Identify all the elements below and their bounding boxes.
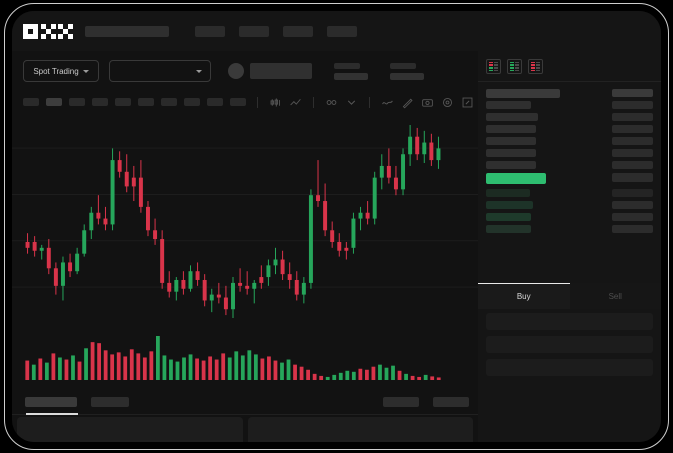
- settings-gear-icon[interactable]: [441, 96, 454, 109]
- order-book-ask-row[interactable]: [486, 137, 653, 145]
- last-price-value: [250, 63, 312, 79]
- okx-glyph-k: [40, 23, 56, 39]
- coin-avatar: [228, 63, 244, 79]
- spread-price-highlight: [486, 173, 546, 184]
- timeframe-button-7[interactable]: [161, 98, 177, 106]
- okx-glyph-x: [58, 23, 73, 39]
- order-book-bid-row[interactable]: [486, 225, 653, 233]
- tab-buy-label: Buy: [516, 292, 531, 301]
- market-stat-1: [334, 62, 368, 80]
- okx-glyph-o: [23, 23, 38, 39]
- candlestick-chart-icon[interactable]: [269, 96, 282, 109]
- nav-item-3[interactable]: [283, 25, 313, 37]
- market-stat-2: [390, 62, 424, 80]
- stat-value: [334, 72, 368, 80]
- timeframe-button-2[interactable]: [46, 98, 62, 106]
- order-book-panel: Buy Sell: [478, 51, 661, 442]
- toolbar-divider: [313, 96, 314, 108]
- trade-form-fields: [478, 313, 661, 382]
- order-book-spread-row[interactable]: [486, 173, 653, 185]
- column-header-amount: [612, 89, 653, 97]
- bottom-panel-row: [12, 417, 478, 442]
- line-chart-icon[interactable]: [381, 96, 394, 109]
- chart-gridlines: [12, 147, 478, 288]
- bottom-tab-orders[interactable]: [25, 396, 78, 415]
- timeframe-button-8[interactable]: [184, 98, 200, 106]
- order-price-field[interactable]: [486, 313, 653, 330]
- app-screen: Spot Trading: [12, 11, 661, 442]
- stat-label: [390, 62, 416, 69]
- timeframe-button-10[interactable]: [230, 98, 246, 106]
- order-book-ask-row[interactable]: [486, 125, 653, 133]
- order-book-ask-row[interactable]: [486, 101, 653, 109]
- order-book-bid-row[interactable]: [486, 213, 653, 221]
- timeframe-button-4[interactable]: [92, 98, 108, 106]
- order-book-bid-row[interactable]: [486, 201, 653, 209]
- bottom-action-2[interactable]: [433, 396, 469, 407]
- chart-timeframe-bar: [12, 91, 661, 113]
- column-header-price: [486, 89, 560, 98]
- timeframe-button-1[interactable]: [23, 98, 39, 106]
- timeframe-button-5[interactable]: [115, 98, 131, 106]
- orderbook-mode-buy-icon[interactable]: [507, 59, 522, 74]
- chevron-down-icon: [82, 69, 89, 73]
- tab-buy[interactable]: Buy: [478, 283, 570, 309]
- indicators-icon[interactable]: [325, 96, 338, 109]
- bottom-panel-right[interactable]: [247, 417, 473, 442]
- orderbook-mode-sell-icon[interactable]: [528, 59, 543, 74]
- order-book-ask-row[interactable]: [486, 149, 653, 157]
- drawing-tools-icon[interactable]: [401, 96, 414, 109]
- order-book-rows: [478, 82, 661, 233]
- timeframe-button-3[interactable]: [69, 98, 85, 106]
- timeframe-button-9[interactable]: [207, 98, 223, 106]
- bottom-panel-left[interactable]: [17, 417, 243, 442]
- global-search-input[interactable]: [85, 25, 169, 37]
- volume-histogram: [25, 336, 441, 380]
- toolbar-divider: [257, 96, 258, 108]
- tab-sell-label: Sell: [608, 292, 622, 301]
- panel-divider: [478, 81, 661, 82]
- order-book-ask-row[interactable]: [486, 161, 653, 169]
- timeframe-button-6[interactable]: [138, 98, 154, 106]
- stat-value: [390, 72, 424, 80]
- order-book-header: [486, 89, 653, 98]
- chevron-down-icon[interactable]: [345, 96, 358, 109]
- bottom-action-1[interactable]: [383, 396, 419, 407]
- nav-item-2[interactable]: [239, 25, 269, 37]
- bottom-tab-positions[interactable]: [91, 396, 129, 407]
- toolbar-divider: [369, 96, 370, 108]
- order-total-field[interactable]: [486, 359, 653, 376]
- orderbook-mode-both-icon[interactable]: [486, 59, 501, 74]
- top-navigation-bar: [12, 11, 661, 51]
- okx-logo-icon[interactable]: [23, 23, 73, 39]
- candle-series: [25, 125, 441, 318]
- fullscreen-icon[interactable]: [461, 96, 474, 109]
- tab-sell[interactable]: Sell: [569, 283, 661, 309]
- order-book-ask-row[interactable]: [486, 113, 653, 121]
- chart-type-icon[interactable]: [289, 96, 302, 109]
- nav-item-1[interactable]: [195, 25, 225, 37]
- camera-icon[interactable]: [421, 96, 434, 109]
- candlestick-chart[interactable]: [12, 113, 478, 328]
- orderbook-mode-switcher: [478, 51, 661, 74]
- trading-pair-selector[interactable]: [109, 60, 211, 82]
- trade-form-tabs: Buy Sell: [478, 283, 661, 309]
- order-amount-field[interactable]: [486, 336, 653, 353]
- bottom-tab-bar: [12, 389, 478, 415]
- market-type-label: Spot Trading: [33, 66, 79, 76]
- stat-label: [334, 62, 360, 69]
- market-type-selector[interactable]: Spot Trading: [23, 60, 99, 82]
- order-book-bid-row[interactable]: [486, 189, 653, 197]
- nav-item-4[interactable]: [327, 25, 357, 37]
- chevron-down-icon: [196, 69, 202, 73]
